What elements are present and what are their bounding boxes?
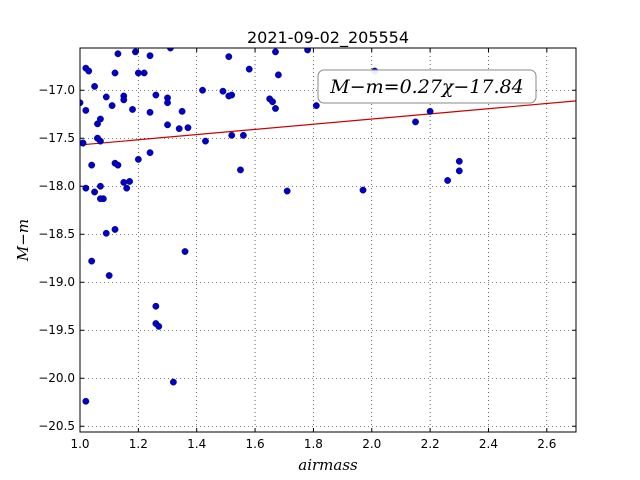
data-point [105, 272, 113, 279]
data-point [272, 48, 279, 56]
data-point [82, 107, 90, 114]
data-point [134, 69, 142, 77]
data-point [120, 178, 128, 186]
data-point [169, 378, 177, 386]
x-tick-label: 1.6 [246, 437, 265, 451]
data-point [111, 69, 119, 77]
fit-equation-box: M−m=0.27χ−17.84 [317, 69, 537, 104]
data-point [269, 98, 276, 106]
data-point [167, 48, 174, 52]
x-tick-label: 1.8 [304, 437, 323, 451]
x-tick-label: 1.2 [129, 437, 148, 451]
data-point [202, 137, 209, 145]
data-point [102, 229, 110, 237]
data-point [97, 195, 104, 203]
data-point [146, 52, 154, 60]
equation-box-frame [317, 69, 537, 104]
fit-line [79, 100, 577, 146]
data-point [97, 115, 104, 123]
x-tick-label: 2.6 [537, 437, 556, 451]
data-point [123, 184, 131, 192]
data-point [91, 188, 98, 196]
axis-ticks: 1.0 1.2 1.4 1.6 1.8 2.0 2.2 2.4 2.6 −17.0 −17.5 −18… [38, 48, 576, 451]
y-tick-label: −20.5 [38, 419, 75, 433]
data-point [359, 186, 367, 194]
data-point [152, 91, 160, 99]
data-point [444, 177, 452, 184]
y-tick-label: −18.5 [38, 227, 75, 241]
data-point [164, 121, 171, 129]
data-point [184, 124, 192, 132]
data-point [178, 107, 186, 115]
data-point [239, 131, 247, 139]
data-point [412, 118, 419, 126]
y-tick-label: −17.5 [38, 131, 75, 145]
y-tick-label: −19.5 [38, 323, 75, 337]
data-point [175, 125, 183, 133]
x-tick-label: 2.4 [479, 437, 498, 451]
y-axis-label: M−m [14, 219, 32, 262]
data-point [312, 102, 320, 110]
data-points [80, 48, 463, 405]
x-tick-label: 1.4 [187, 437, 206, 451]
y-tick-label: −20.0 [38, 371, 75, 385]
y-tick-label: −17.0 [38, 83, 75, 97]
data-point [181, 248, 189, 255]
x-tick-label: 2.0 [362, 437, 381, 451]
fit-line-layer [79, 100, 577, 146]
y-tick-label: −18.0 [38, 179, 75, 193]
data-point [199, 86, 206, 94]
data-point [111, 226, 119, 233]
data-point [455, 167, 463, 175]
data-point [155, 322, 163, 330]
data-point [120, 96, 128, 104]
data-point [114, 161, 122, 169]
data-point [283, 187, 291, 195]
data-point [82, 397, 90, 405]
data-point [82, 184, 90, 192]
x-tick-label: 2.2 [421, 437, 440, 451]
data-point [132, 48, 139, 56]
data-point [245, 65, 253, 73]
data-point [88, 161, 96, 169]
chart-title: 2021-09-02_205554 [247, 28, 409, 48]
data-point [455, 157, 463, 165]
fit-equation-label: M−m=0.27χ−17.84 [329, 76, 523, 98]
data-point [146, 108, 154, 116]
data-point [134, 155, 142, 163]
data-point [108, 102, 116, 110]
data-point [80, 139, 87, 147]
data-point [91, 83, 98, 90]
data-point [152, 302, 160, 310]
data-point [88, 257, 96, 265]
data-point [219, 87, 227, 95]
data-point [126, 178, 134, 185]
data-point [97, 182, 104, 190]
data-point [304, 48, 311, 54]
x-tick-label: 1.0 [70, 437, 89, 451]
x-axis-label: airmass [298, 456, 358, 474]
data-point [129, 106, 136, 113]
plot-frame [79, 47, 577, 433]
data-point [164, 99, 171, 107]
data-point [228, 91, 236, 99]
data-point [140, 69, 148, 77]
data-point [228, 131, 236, 139]
grid [79, 48, 576, 432]
data-point [272, 105, 279, 112]
data-point [426, 107, 434, 115]
data-point [94, 134, 101, 142]
data-point [274, 71, 282, 79]
data-point [114, 50, 122, 58]
data-point [102, 93, 110, 101]
data-point [237, 166, 244, 174]
y-tick-label: −19.0 [38, 275, 75, 289]
data-point [146, 149, 154, 157]
data-point [225, 53, 233, 61]
data-point [82, 64, 90, 72]
